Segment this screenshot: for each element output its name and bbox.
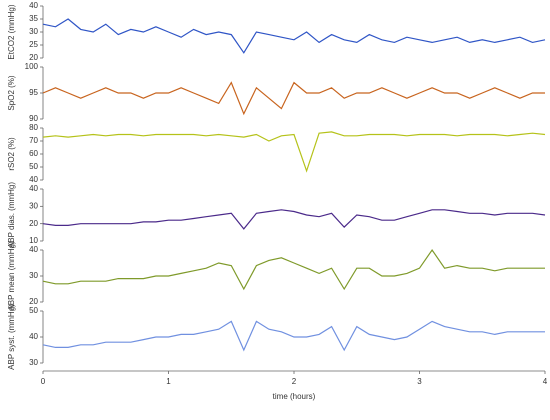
y-tick-label: 40 bbox=[29, 184, 38, 193]
y-axis-label: EtCO2 (mmHg) bbox=[7, 4, 16, 59]
y-tick-label: 20 bbox=[29, 53, 38, 62]
y-tick-label: 50 bbox=[29, 162, 38, 171]
y-tick-label: 35 bbox=[29, 14, 38, 23]
data-line bbox=[42, 18, 546, 54]
y-tick-label: 40 bbox=[29, 175, 38, 184]
y-tick-label: 30 bbox=[29, 27, 38, 36]
y-tick-label: 20 bbox=[29, 219, 38, 228]
data-line bbox=[42, 81, 545, 116]
y-tick-label: 100 bbox=[25, 62, 39, 71]
y-tick-label: 20 bbox=[29, 297, 38, 306]
y-tick-label: 40 bbox=[29, 332, 38, 341]
x-axis-label: time (hours) bbox=[273, 392, 316, 401]
x-tick-label: 4 bbox=[543, 377, 548, 386]
y-tick-label: 50 bbox=[29, 306, 38, 315]
y-tick-label: 60 bbox=[29, 149, 38, 158]
y-tick-label: 25 bbox=[29, 40, 38, 49]
y-axis-label: ABP dias. (mmHg) bbox=[7, 182, 16, 248]
y-tick-label: 95 bbox=[29, 88, 38, 97]
data-line bbox=[42, 320, 545, 352]
y-axis-label: rSO2 (%) bbox=[7, 137, 16, 171]
data-line bbox=[42, 209, 546, 230]
x-tick-label: 0 bbox=[41, 377, 46, 386]
data-line bbox=[42, 131, 546, 173]
y-tick-label: 30 bbox=[29, 271, 38, 280]
y-tick-label: 40 bbox=[29, 245, 38, 254]
y-tick-label: 30 bbox=[29, 358, 38, 367]
y-tick-label: 70 bbox=[29, 136, 38, 145]
y-axis-label: ABP mean (mmHg) bbox=[7, 241, 16, 311]
x-tick-label: 3 bbox=[417, 377, 422, 386]
y-tick-label: 40 bbox=[29, 1, 38, 10]
x-tick-label: 1 bbox=[166, 377, 171, 386]
y-tick-label: 90 bbox=[29, 114, 38, 123]
y-tick-label: 10 bbox=[29, 236, 38, 245]
y-tick-label: 80 bbox=[29, 123, 38, 132]
data-line bbox=[42, 248, 545, 291]
y-tick-label: 30 bbox=[29, 201, 38, 210]
x-tick-label: 2 bbox=[292, 377, 297, 386]
y-axis-label: SpO2 (%) bbox=[7, 75, 16, 110]
y-axis-label: ABP syst. (mmHg) bbox=[7, 304, 16, 370]
